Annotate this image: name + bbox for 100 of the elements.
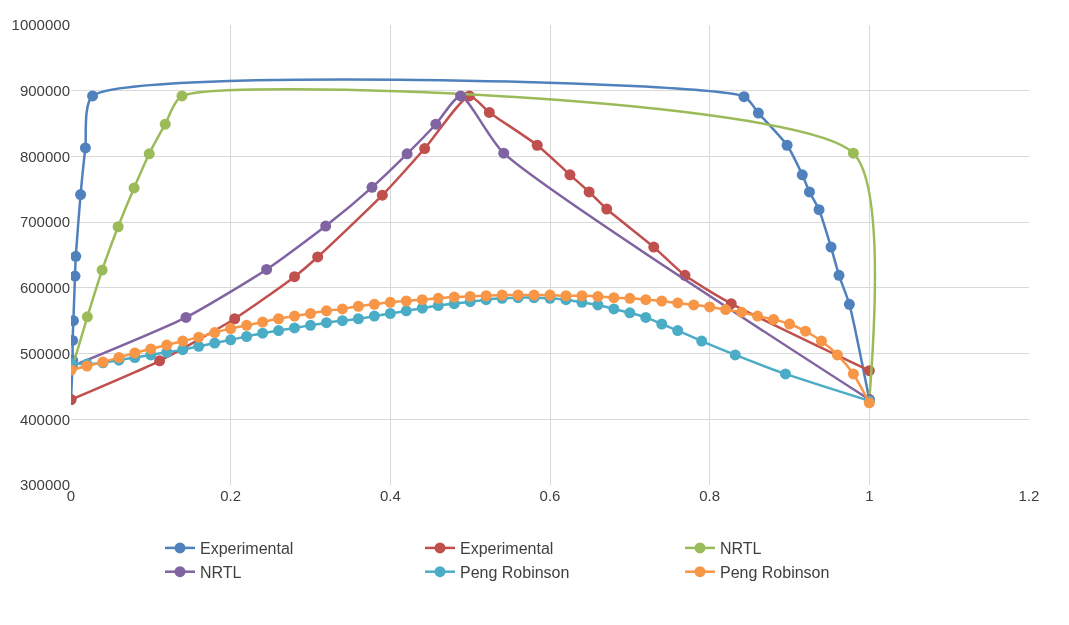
x-tick-label: 0.4 <box>379 487 401 504</box>
x-tick-label: 0.2 <box>220 487 242 504</box>
point <box>560 290 572 302</box>
point <box>193 340 205 352</box>
point <box>688 299 700 311</box>
point <box>648 241 660 253</box>
point <box>815 335 827 347</box>
point <box>736 306 748 318</box>
point <box>71 250 82 262</box>
point <box>483 106 495 118</box>
point <box>257 327 269 339</box>
point <box>843 298 855 310</box>
y-tick-label: 700000 <box>19 213 70 231</box>
point <box>112 221 124 233</box>
point <box>498 147 510 159</box>
point <box>320 317 332 329</box>
legend-label: Peng Robinson <box>720 563 830 581</box>
point <box>241 330 253 342</box>
point <box>71 270 81 282</box>
y-tick-label: 800000 <box>19 147 70 165</box>
x-tick-label: 0.6 <box>539 487 561 504</box>
point <box>592 290 604 302</box>
point <box>784 318 795 330</box>
y-tick-label: 600000 <box>19 279 70 297</box>
point <box>75 189 87 201</box>
y-tick-label: 900000 <box>19 81 70 99</box>
point <box>336 315 348 327</box>
point <box>273 313 285 325</box>
point <box>624 307 636 319</box>
point <box>738 91 750 103</box>
point <box>720 304 732 316</box>
point <box>400 295 412 307</box>
point <box>704 301 716 313</box>
point <box>384 307 396 319</box>
point <box>799 325 811 337</box>
legend-label: Experimental <box>460 540 554 558</box>
point <box>312 251 324 263</box>
point <box>656 318 668 330</box>
point <box>640 294 652 306</box>
point <box>336 303 348 315</box>
point <box>96 264 108 276</box>
point <box>129 347 141 359</box>
point <box>640 311 652 323</box>
point <box>289 271 301 283</box>
point <box>400 305 412 317</box>
point <box>81 311 93 323</box>
point <box>576 290 588 302</box>
point <box>273 325 285 337</box>
point <box>384 296 396 308</box>
point <box>229 313 241 325</box>
point <box>672 325 684 337</box>
point <box>752 107 764 119</box>
point <box>752 310 764 322</box>
point <box>847 368 859 380</box>
point <box>176 90 188 102</box>
point <box>87 90 99 102</box>
point <box>366 181 378 193</box>
point <box>352 300 364 312</box>
legend-label: Peng Robinson <box>460 563 570 581</box>
point <box>464 290 476 302</box>
x-tick-label: 1 <box>865 487 874 504</box>
point <box>480 290 492 302</box>
point <box>455 90 467 102</box>
legend-label: NRTL <box>720 540 762 558</box>
point <box>831 349 843 361</box>
point <box>320 220 332 232</box>
point <box>401 148 413 160</box>
point <box>847 147 859 159</box>
point <box>656 295 668 307</box>
point <box>261 263 273 275</box>
point <box>416 294 428 306</box>
point <box>305 319 316 331</box>
legend-label: NRTL <box>200 563 242 581</box>
point <box>608 303 620 315</box>
point <box>813 204 825 216</box>
point <box>289 310 301 322</box>
point <box>376 189 388 201</box>
point <box>193 331 205 343</box>
point <box>368 310 380 322</box>
point <box>143 148 155 160</box>
point <box>833 269 845 281</box>
point <box>564 169 576 181</box>
point <box>432 292 444 304</box>
point <box>601 203 613 215</box>
point <box>796 169 808 181</box>
point <box>352 313 364 325</box>
point <box>209 337 221 349</box>
point <box>177 335 189 347</box>
point <box>624 292 636 304</box>
point <box>448 291 460 303</box>
point <box>696 335 708 347</box>
point <box>305 307 316 319</box>
point <box>803 186 815 198</box>
point <box>768 313 780 325</box>
point <box>672 297 684 309</box>
point <box>608 292 620 304</box>
point <box>368 298 380 310</box>
point <box>180 311 192 323</box>
point <box>289 322 301 334</box>
point <box>209 327 221 339</box>
